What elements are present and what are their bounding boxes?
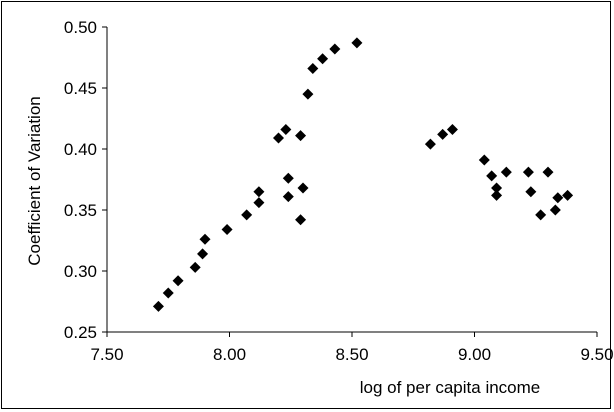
data-point — [486, 170, 498, 182]
data-point — [525, 186, 537, 198]
y-tick-label: 0.25 — [64, 323, 97, 342]
y-tick-label: 0.35 — [64, 201, 97, 220]
data-point — [500, 166, 512, 178]
data-point — [535, 209, 547, 221]
data-point — [552, 192, 564, 204]
x-axis-title: log of per capita income — [360, 378, 541, 397]
data-point — [491, 189, 503, 201]
data-point — [424, 138, 436, 150]
data-point — [241, 209, 253, 221]
data-point — [189, 261, 201, 273]
data-point — [437, 128, 449, 140]
x-tick-label: 9.00 — [458, 345, 491, 364]
data-point — [478, 154, 490, 166]
data-point — [253, 197, 265, 209]
data-point — [172, 275, 184, 287]
data-point — [273, 132, 284, 144]
y-axis-title: Coefficient of Variation — [25, 96, 44, 265]
data-point — [491, 182, 503, 194]
data-point — [297, 182, 309, 194]
data-point — [307, 62, 319, 74]
data-point — [295, 130, 307, 142]
data-point — [562, 189, 574, 201]
x-tick-label: 8.00 — [213, 345, 246, 364]
data-point — [302, 88, 314, 100]
axes — [102, 26, 598, 337]
data-point — [542, 166, 554, 178]
tick-labels: 0.25 0.30 0.35 0.40 0.45 0.50 7.50 8.00 8.50 9.00… — [64, 18, 614, 364]
data-point — [295, 214, 307, 226]
data-point — [280, 123, 292, 135]
data-point — [351, 37, 363, 49]
y-tick-label: 0.30 — [64, 262, 97, 281]
data-point — [522, 166, 534, 178]
data-point — [329, 43, 341, 55]
data-point — [282, 172, 294, 184]
data-point — [282, 191, 294, 203]
data-point — [152, 300, 164, 312]
data-point — [199, 233, 211, 245]
y-tick-label: 0.40 — [64, 140, 97, 159]
data-point — [446, 123, 458, 135]
y-tick-label: 0.50 — [64, 18, 97, 37]
data-points — [152, 37, 574, 312]
data-point — [197, 248, 209, 260]
data-point — [221, 224, 233, 236]
data-point — [253, 186, 265, 198]
x-tick-label: 9.50 — [580, 345, 613, 364]
data-point — [162, 287, 174, 299]
x-tick-label: 7.50 — [90, 345, 123, 364]
x-tick-label: 8.50 — [335, 345, 368, 364]
y-tick-label: 0.45 — [64, 79, 97, 98]
data-point — [317, 53, 329, 65]
data-point — [549, 204, 561, 216]
